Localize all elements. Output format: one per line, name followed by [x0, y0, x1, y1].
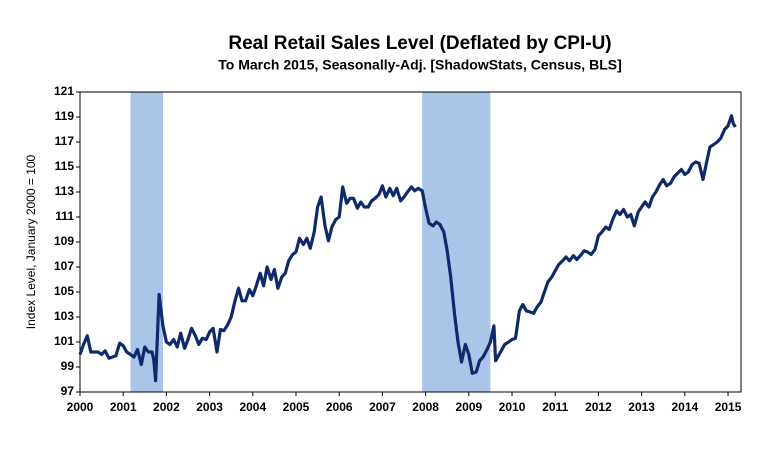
chart-title: Real Retail Sales Level (Deflated by CPI… — [228, 33, 611, 54]
x-tick-label: 2001 — [110, 400, 137, 414]
y-tick-label: 101 — [54, 334, 74, 348]
y-tick-label: 119 — [55, 109, 75, 123]
y-tick-label: 117 — [55, 134, 75, 148]
y-tick-label: 109 — [54, 234, 74, 248]
x-tick-label: 2015 — [715, 400, 742, 414]
y-tick-label: 107 — [54, 259, 74, 273]
x-tick-label: 2006 — [326, 400, 353, 414]
x-tick-label: 2004 — [239, 400, 266, 414]
y-tick-label: 111 — [55, 209, 74, 223]
data-line — [78, 114, 737, 383]
y-tick-label: 115 — [55, 159, 75, 173]
plot-frame — [79, 91, 742, 393]
y-tick-label: 113 — [55, 184, 75, 198]
recession-band — [422, 92, 491, 392]
y-axis-label: Index Level, January 2000 = 100 — [24, 154, 38, 329]
x-tick-label: 2008 — [412, 400, 439, 414]
y-tick-label: 103 — [54, 309, 74, 323]
y-tick-label: 99 — [61, 359, 75, 373]
x-tick-label: 2005 — [283, 400, 310, 414]
x-tick-label: 2003 — [196, 400, 223, 414]
x-tick-label: 2011 — [542, 400, 568, 414]
x-tick-label: 2010 — [499, 400, 526, 414]
x-tick-label: 2014 — [671, 400, 698, 414]
x-tick-label: 2013 — [628, 400, 655, 414]
x-tick-label: 2002 — [153, 400, 180, 414]
x-tick-label: 2007 — [369, 400, 396, 414]
y-tick-label: 97 — [61, 384, 75, 398]
x-tick-label: 2009 — [455, 400, 482, 414]
y-tick-label: 121 — [54, 84, 74, 98]
y-tick-label: 105 — [54, 284, 74, 298]
x-tick-label: 2000 — [67, 400, 94, 414]
x-tick-label: 2012 — [585, 400, 612, 414]
chart-subtitle: To March 2015, Seasonally-Adj. [ShadowSt… — [218, 57, 622, 73]
